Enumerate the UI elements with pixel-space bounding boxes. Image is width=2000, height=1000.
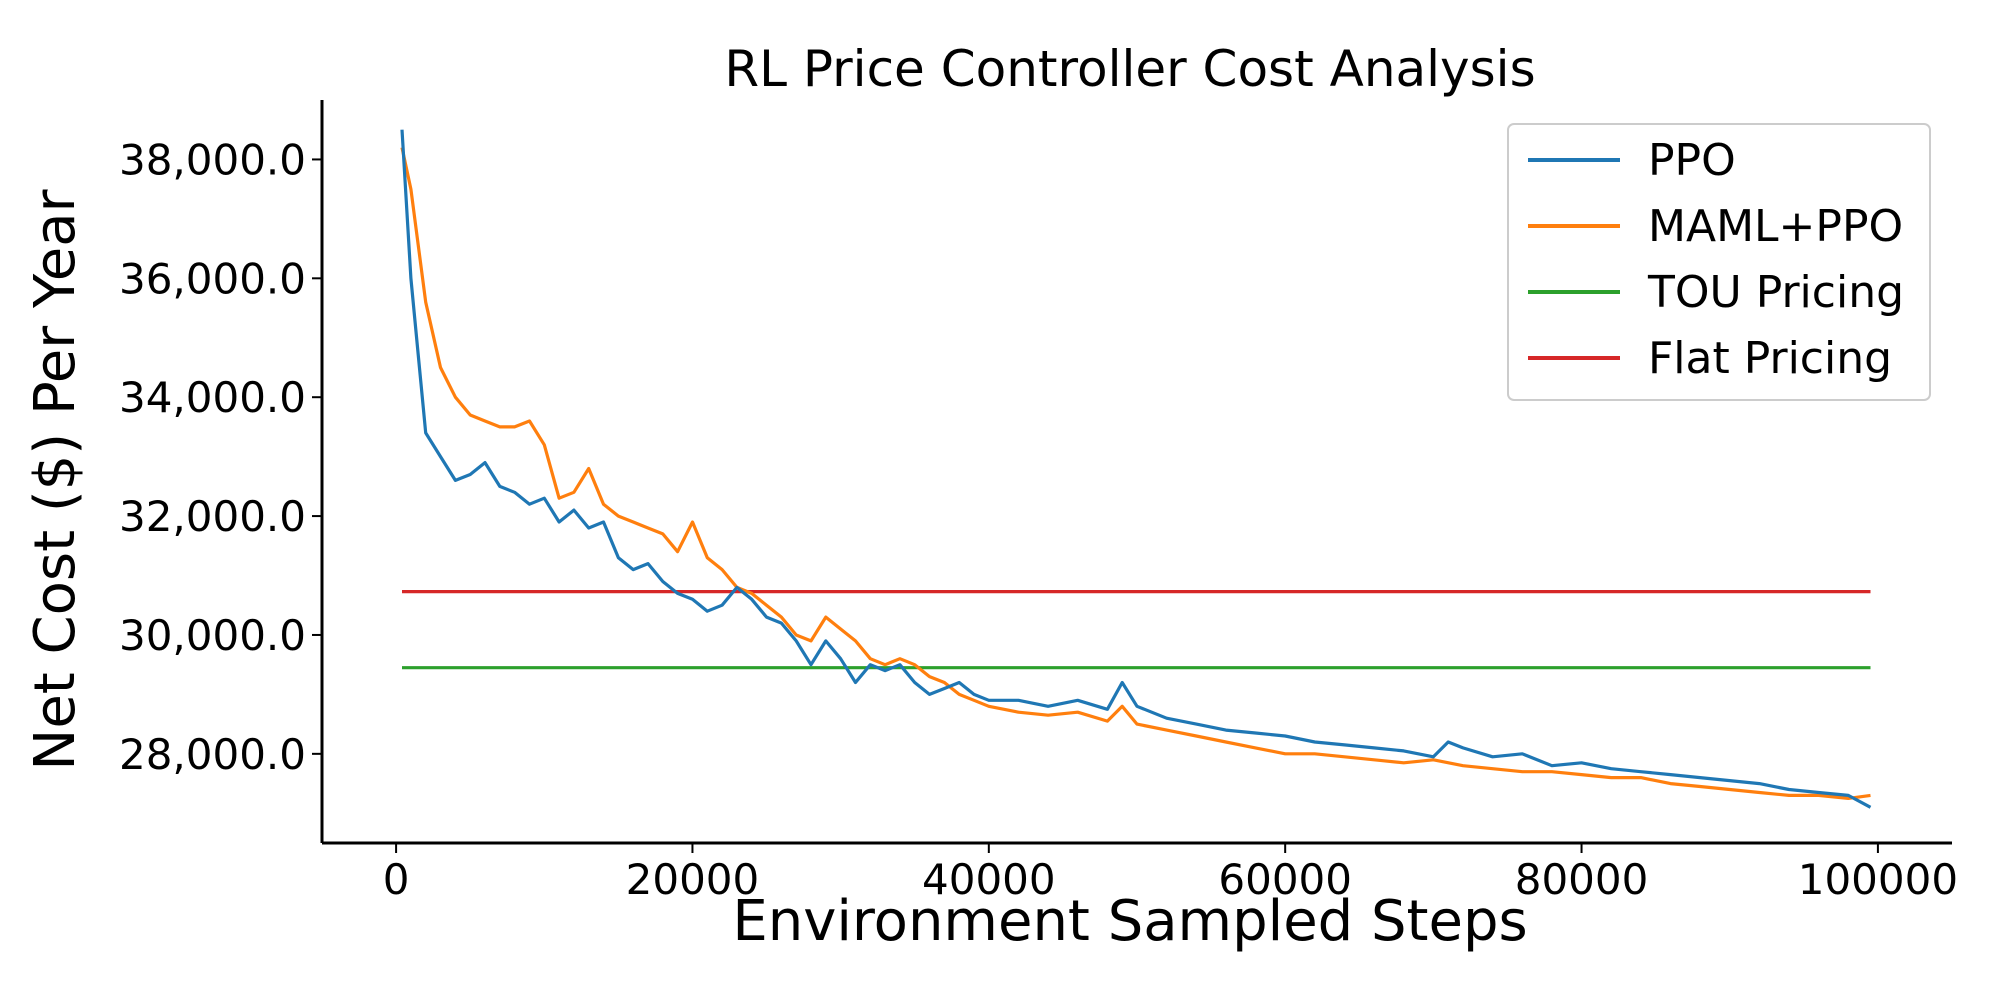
x-ticks: 0 20000 40000 60000 80000 100000 <box>383 843 1958 904</box>
x-tick-label: 0 <box>383 855 410 904</box>
y-tick-label: 36,000.0 <box>119 254 306 303</box>
chart-title: RL Price Controller Cost Analysis <box>724 40 1535 98</box>
series-line-maml-ppo <box>400 147 1871 801</box>
axes <box>320 100 1952 845</box>
x-tick-label: 100000 <box>1798 855 1958 904</box>
x-tick-label: 40000 <box>922 855 1056 904</box>
y-tick-label: 30,000.0 <box>119 611 306 660</box>
x-axis-label: Environment Sampled Steps <box>732 889 1527 954</box>
legend-label-maml-ppo: MAML+PPO <box>1648 201 1903 252</box>
y-axis-label: Net Cost ($) Per Year <box>23 188 88 770</box>
y-tick-label: 34,000.0 <box>119 373 306 422</box>
y-tick-label: 28,000.0 <box>119 730 306 779</box>
y-ticks: 28,000.0 30,000.0 32,000.0 34,000.0 36,000.0… <box>119 135 322 779</box>
x-tick-label: 80000 <box>1515 855 1649 904</box>
x-tick-label: 20000 <box>626 855 760 904</box>
legend-label-ppo: PPO <box>1648 135 1736 186</box>
legend-label-flat-pricing: Flat Pricing <box>1648 333 1892 384</box>
series-line-ppo <box>400 129 1872 809</box>
y-tick-label: 38,000.0 <box>119 135 306 184</box>
series-lines <box>400 129 1872 809</box>
x-tick-label: 60000 <box>1218 855 1352 904</box>
legend-items: PPO MAML+PPO TOU Pricing Flat Pricing <box>1528 135 1904 384</box>
y-tick-label: 32,000.0 <box>119 492 306 541</box>
legend-label-tou-pricing: TOU Pricing <box>1647 267 1904 318</box>
legend: PPO MAML+PPO TOU Pricing Flat Pricing <box>1507 123 1931 401</box>
legend-box <box>1507 123 1931 401</box>
